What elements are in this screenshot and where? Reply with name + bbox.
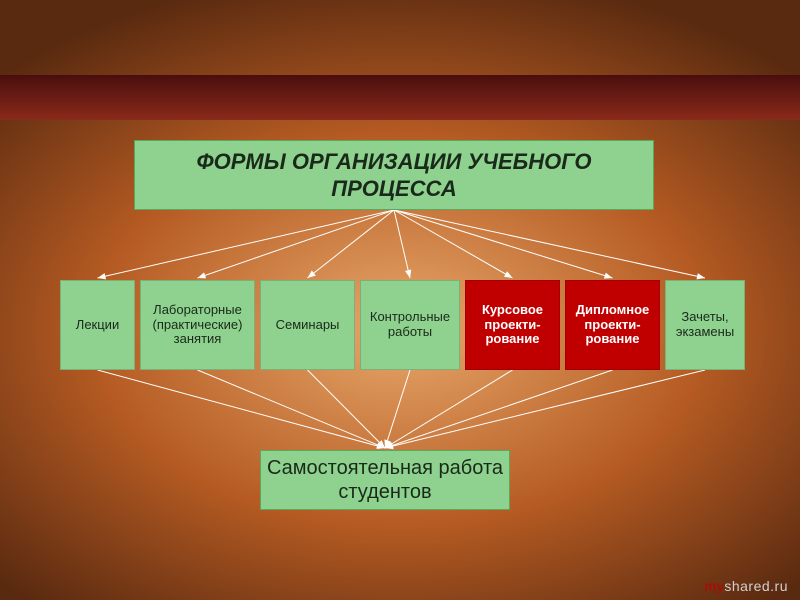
- middle-box-label: Дипломное проекти- рование: [570, 303, 655, 348]
- bottom-box: Самостоятельная работа студентов: [260, 450, 510, 510]
- slide-root: ФОРМЫ ОРГАНИЗАЦИИ УЧЕБНОГО ПРОЦЕССА Лекц…: [0, 0, 800, 600]
- middle-box-label: Контрольные работы: [365, 310, 455, 340]
- title-text: ФОРМЫ ОРГАНИЗАЦИИ УЧЕБНОГО ПРОЦЕССА: [139, 148, 649, 203]
- watermark: myshared.ru: [705, 578, 788, 594]
- middle-box-5: Дипломное проекти- рование: [565, 280, 660, 370]
- middle-box-1: Лабораторные (практические) занятия: [140, 280, 255, 370]
- middle-box-0: Лекции: [60, 280, 135, 370]
- middle-box-6: Зачеты, экзамены: [665, 280, 745, 370]
- middle-box-2: Семинары: [260, 280, 355, 370]
- watermark-right: shared.ru: [724, 578, 788, 594]
- title-box: ФОРМЫ ОРГАНИЗАЦИИ УЧЕБНОГО ПРОЦЕССА: [134, 140, 654, 210]
- middle-box-label: Лабораторные (практические) занятия: [145, 303, 250, 348]
- middle-box-label: Лекции: [76, 318, 119, 333]
- bottom-text: Самостоятельная работа студентов: [265, 456, 505, 504]
- middle-box-label: Зачеты, экзамены: [670, 310, 740, 340]
- middle-box-label: Семинары: [276, 318, 340, 333]
- middle-box-3: Контрольные работы: [360, 280, 460, 370]
- middle-box-4: Курсовое проекти- рование: [465, 280, 560, 370]
- middle-box-label: Курсовое проекти- рование: [470, 303, 555, 348]
- watermark-left: my: [705, 578, 725, 594]
